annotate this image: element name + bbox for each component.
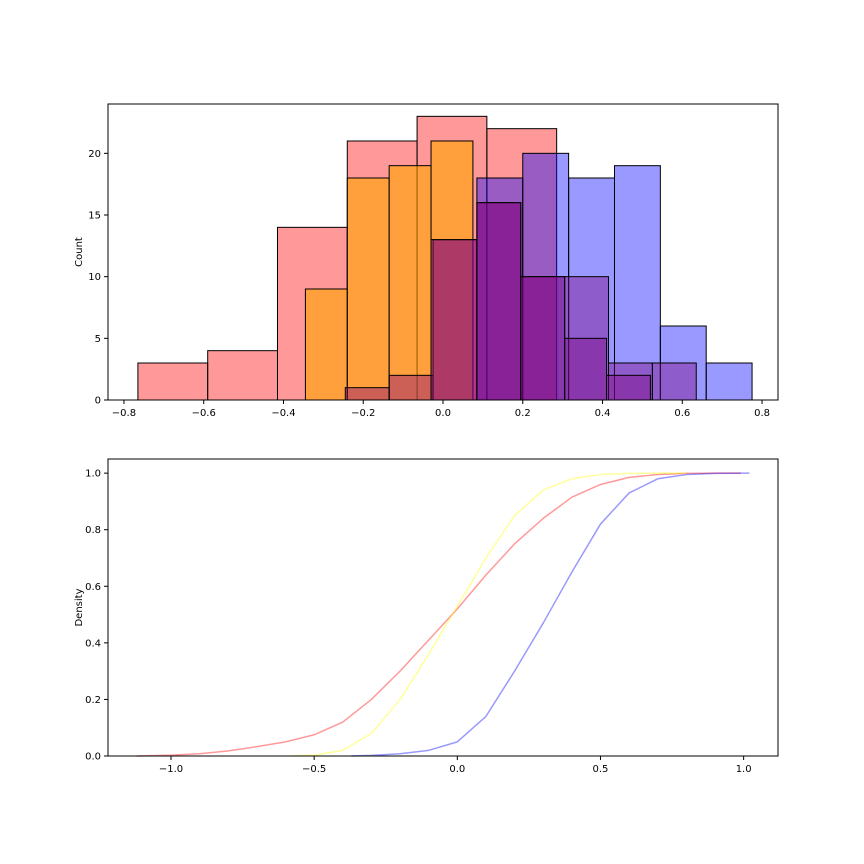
hist-bar-series2-bin1	[346, 177, 390, 401]
x-tick-label: 1.0	[736, 764, 752, 775]
hist-bar-series3-bin7	[651, 362, 697, 401]
hist-bar-series4-bin0	[430, 239, 478, 401]
y-tick-label: 0.4	[85, 638, 101, 649]
x-tick-label: −0.5	[302, 764, 326, 775]
y-tick-label: 0.2	[85, 695, 101, 706]
hist-bar-series4-bin1	[476, 202, 522, 401]
hist-bar-series1-bin0	[476, 177, 524, 401]
y-tick-label: 1.0	[85, 469, 101, 480]
hist-bar-series0-bin0	[137, 362, 209, 401]
hist-bar-series2-bin3	[430, 140, 474, 401]
hist-bar-series4-bin4	[606, 374, 651, 401]
y-tick-label: 0.6	[85, 582, 101, 593]
axes-frame	[107, 458, 779, 757]
hist-bar-series2-bin0	[304, 288, 348, 401]
cdf-line-series0	[136, 472, 741, 757]
cdf-line-series2	[351, 472, 750, 757]
histogram-panel: −0.8 −0.6 −0.4 −0.2 0.0 0.2 0.4 0.6 0.8 0 5 10 15 20 C…	[74, 103, 779, 419]
x-tick-label: 0.0	[435, 408, 451, 419]
x-tick-label: −0.8	[112, 408, 136, 419]
x-tick-label: 0.4	[595, 408, 611, 419]
hist-bar-series1-bin3	[613, 165, 661, 401]
hist-bar-series2-bin2	[388, 165, 432, 401]
x-tick-label: −0.4	[271, 408, 295, 419]
hist-bar-series3-bin1	[388, 374, 434, 401]
y-tick-label: 15	[88, 211, 101, 222]
hist-bar-series4-bin2	[520, 276, 566, 401]
y-axis-label: Count	[74, 237, 85, 267]
x-tick-label: −0.2	[351, 408, 375, 419]
hist-bar-series1-bin2	[568, 177, 615, 401]
x-tick-label: 0.8	[754, 408, 770, 419]
x-tick-label: −0.6	[192, 408, 216, 419]
hist-bar-series0-bin1	[207, 350, 278, 401]
y-tick-label: 0.8	[85, 525, 101, 536]
y-tick-label: 0	[95, 396, 101, 407]
x-tick-label: 0.2	[515, 408, 531, 419]
y-tick-label: 20	[88, 149, 101, 160]
y-tick-label: 0.0	[85, 752, 101, 763]
y-axis-label: Density	[74, 588, 85, 626]
hist-bar-series3-bin0	[344, 387, 390, 401]
hist-bar-series4-bin3	[564, 337, 608, 401]
y-tick-label: 10	[88, 272, 101, 283]
x-tick-label: −1.0	[159, 764, 183, 775]
y-tick-label: 5	[95, 334, 101, 345]
x-tick-label: 0.0	[449, 764, 465, 775]
x-tick-label: 0.6	[674, 408, 690, 419]
cdf-line-series1	[291, 472, 687, 757]
x-tick-label: 0.5	[593, 764, 609, 775]
cdf-panel: −1.0 −0.5 0.0 0.5 1.0 0.0 0.2 0.4 0.6 0.8 1.0 Densi…	[74, 458, 779, 775]
hist-bar-series1-bin5	[705, 362, 753, 401]
